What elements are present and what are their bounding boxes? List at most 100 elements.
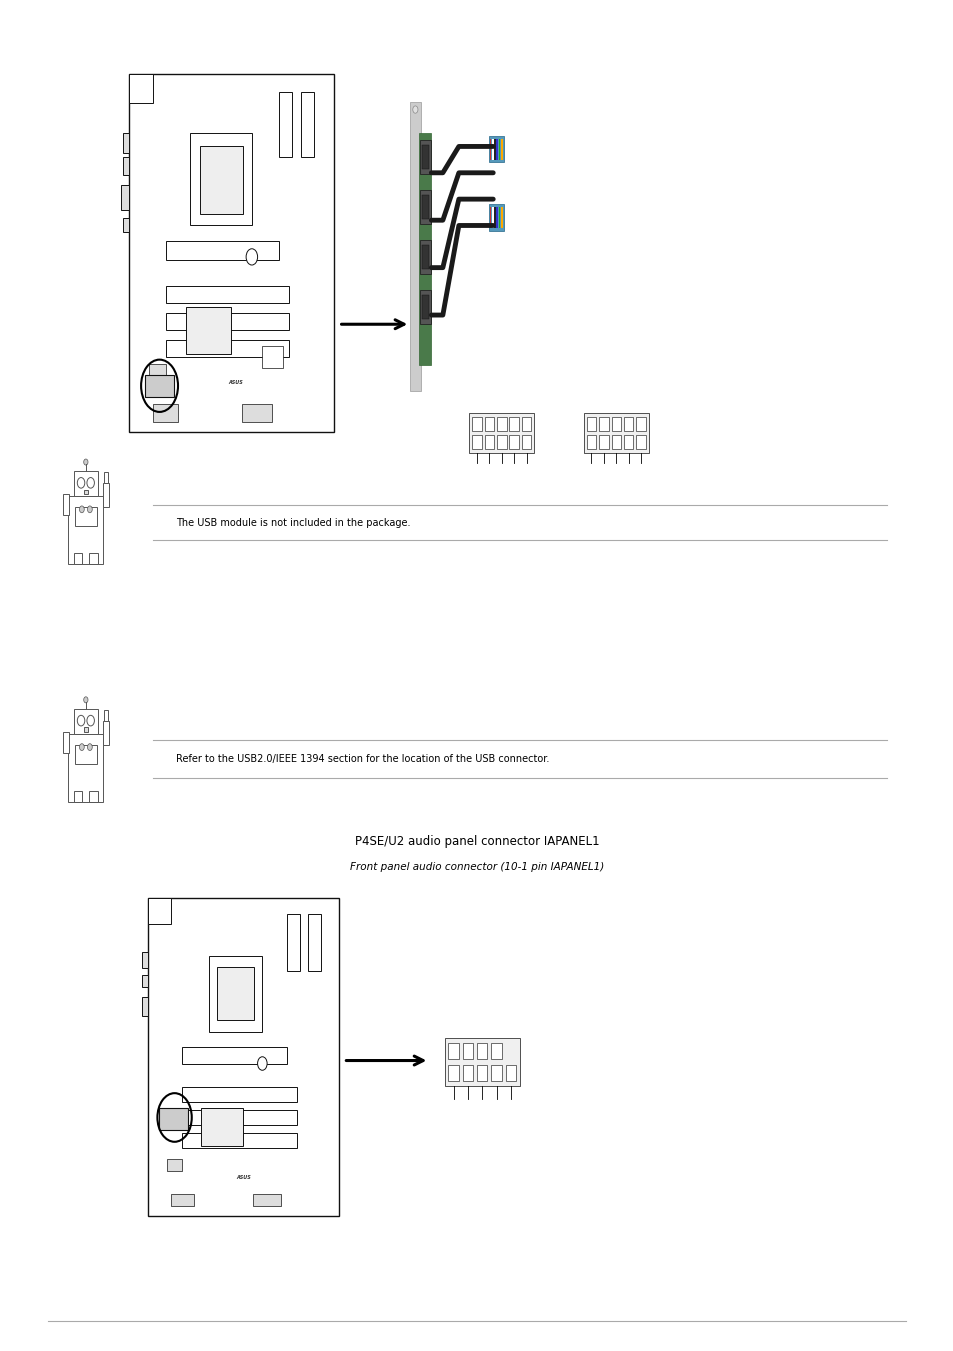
Bar bbox=[484, 435, 494, 449]
Bar bbox=[104, 711, 108, 720]
Bar bbox=[496, 139, 497, 159]
Bar bbox=[496, 207, 497, 228]
Bar bbox=[148, 898, 338, 1216]
Bar bbox=[586, 435, 596, 449]
Circle shape bbox=[84, 459, 88, 465]
Circle shape bbox=[246, 249, 257, 265]
FancyBboxPatch shape bbox=[419, 240, 430, 274]
Circle shape bbox=[77, 715, 85, 725]
Bar bbox=[148, 898, 171, 924]
Bar bbox=[166, 240, 278, 261]
FancyBboxPatch shape bbox=[419, 290, 430, 324]
Circle shape bbox=[88, 743, 92, 751]
Bar bbox=[166, 340, 289, 357]
Bar bbox=[448, 1065, 458, 1081]
Circle shape bbox=[413, 105, 417, 113]
Bar bbox=[462, 1043, 473, 1059]
Bar bbox=[73, 553, 82, 565]
Bar bbox=[166, 286, 289, 304]
Text: P4SE/U2 audio panel connector IAPANEL1: P4SE/U2 audio panel connector IAPANEL1 bbox=[355, 835, 598, 848]
Bar bbox=[611, 417, 620, 431]
Bar bbox=[484, 417, 494, 431]
Bar bbox=[636, 435, 645, 449]
Bar bbox=[63, 732, 69, 753]
Bar bbox=[84, 489, 88, 494]
Bar bbox=[476, 1065, 487, 1081]
Bar bbox=[421, 296, 428, 319]
Bar bbox=[509, 435, 518, 449]
Bar bbox=[262, 346, 282, 367]
Bar bbox=[171, 1194, 193, 1206]
Bar bbox=[598, 435, 608, 449]
Bar bbox=[444, 1038, 519, 1086]
Bar bbox=[182, 1111, 296, 1125]
Bar bbox=[129, 74, 153, 103]
Bar bbox=[410, 101, 420, 392]
Bar bbox=[186, 307, 232, 354]
Bar bbox=[121, 185, 129, 211]
Bar bbox=[472, 417, 481, 431]
Bar bbox=[253, 1194, 281, 1206]
Bar bbox=[489, 136, 503, 162]
Bar bbox=[583, 413, 648, 453]
Bar bbox=[497, 417, 506, 431]
Bar bbox=[489, 139, 491, 159]
Text: ASUS: ASUS bbox=[228, 380, 243, 385]
Bar bbox=[73, 471, 98, 496]
Bar bbox=[421, 145, 428, 169]
Bar bbox=[84, 727, 88, 732]
Bar bbox=[90, 553, 98, 565]
Bar bbox=[63, 494, 69, 515]
Bar bbox=[241, 404, 273, 422]
Circle shape bbox=[87, 715, 94, 725]
FancyBboxPatch shape bbox=[419, 190, 430, 224]
Circle shape bbox=[88, 505, 92, 513]
Bar bbox=[500, 207, 502, 228]
Bar bbox=[159, 1108, 188, 1131]
Bar bbox=[598, 417, 608, 431]
Bar bbox=[492, 207, 493, 228]
Bar bbox=[469, 413, 534, 453]
Bar bbox=[462, 1065, 473, 1081]
Bar bbox=[494, 139, 496, 159]
Bar bbox=[141, 997, 148, 1016]
Bar bbox=[586, 417, 596, 431]
Bar bbox=[489, 207, 491, 228]
Bar bbox=[75, 746, 96, 765]
Text: The USB module is not included in the package.: The USB module is not included in the pa… bbox=[176, 517, 411, 528]
Bar bbox=[421, 246, 428, 269]
Circle shape bbox=[84, 697, 88, 703]
Bar bbox=[199, 146, 242, 215]
Bar bbox=[201, 1108, 243, 1146]
Bar bbox=[153, 404, 178, 422]
Bar bbox=[492, 139, 493, 159]
Bar bbox=[167, 1159, 182, 1171]
Text: ASUS: ASUS bbox=[235, 1175, 251, 1181]
Bar bbox=[301, 92, 314, 157]
Bar bbox=[278, 92, 292, 157]
Bar bbox=[421, 195, 428, 219]
Bar bbox=[489, 204, 503, 231]
Bar bbox=[611, 435, 620, 449]
Circle shape bbox=[87, 477, 94, 488]
Bar bbox=[418, 134, 431, 365]
Bar bbox=[69, 496, 103, 565]
Bar bbox=[182, 1133, 296, 1148]
Bar bbox=[505, 1065, 516, 1081]
Bar bbox=[145, 376, 173, 397]
Bar bbox=[75, 508, 96, 527]
Circle shape bbox=[77, 477, 85, 488]
Bar bbox=[182, 1047, 287, 1063]
Bar bbox=[494, 207, 496, 228]
Circle shape bbox=[79, 505, 84, 513]
Bar bbox=[472, 435, 481, 449]
Bar bbox=[491, 1065, 501, 1081]
Bar bbox=[623, 435, 633, 449]
Bar bbox=[103, 720, 109, 746]
Bar bbox=[491, 1043, 501, 1059]
Bar bbox=[448, 1043, 458, 1059]
Bar bbox=[287, 915, 299, 971]
Bar bbox=[498, 139, 499, 159]
Bar bbox=[509, 417, 518, 431]
Bar bbox=[166, 313, 289, 330]
